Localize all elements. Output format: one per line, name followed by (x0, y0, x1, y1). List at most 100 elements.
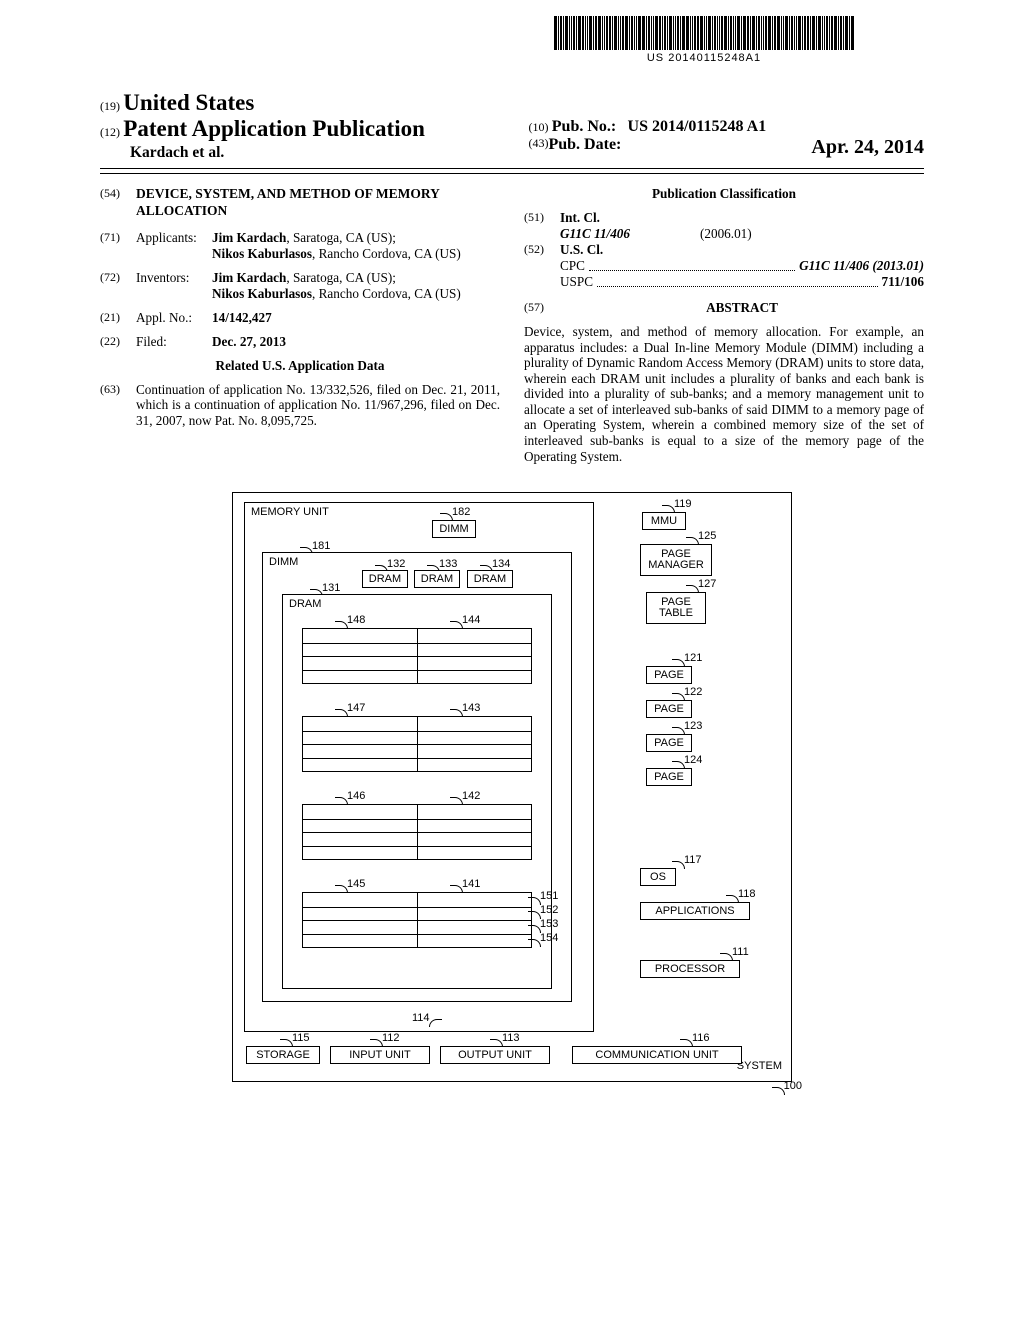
dimm-181-label: DIMM (269, 557, 298, 568)
output-unit-box: OUTPUT UNIT (440, 1046, 550, 1064)
bank-146-142 (302, 804, 532, 860)
ref-113: 113 (502, 1032, 520, 1044)
bank-148-144 (302, 628, 532, 684)
ref-116: 116 (692, 1032, 710, 1044)
ref-141: 141 (462, 878, 480, 890)
abstract-text: Device, system, and method of memory all… (524, 324, 924, 464)
code-10: (10) (528, 120, 548, 134)
pubno-label: Pub. No.: (552, 118, 616, 135)
pubdate: Apr. 24, 2014 (811, 136, 924, 159)
ref-125: 125 (698, 530, 716, 542)
comm-unit-box: COMMUNICATION UNIT (572, 1046, 742, 1064)
uscl-label: U.S. Cl. (560, 242, 924, 258)
code-72: (72) (100, 270, 136, 302)
applications-box: APPLICATIONS (640, 902, 750, 920)
ref-152: 152 (540, 904, 558, 916)
ref-132: 132 (387, 558, 405, 570)
label-inventors: Inventors: (136, 270, 212, 302)
ref-127: 127 (698, 578, 716, 590)
code-22: (22) (100, 334, 136, 350)
code-51: (51) (524, 210, 560, 242)
code-52: (52) (524, 242, 560, 290)
bank-145-141 (302, 892, 532, 948)
biblio-right: Publication Classification (51) Int. Cl.… (524, 186, 924, 464)
page-123: PAGE (646, 734, 692, 752)
dram-134: DRAM (467, 570, 513, 588)
system-label: SYSTEM (737, 1060, 782, 1072)
dram-131-label: DRAM (289, 599, 321, 610)
processor-box: PROCESSOR (640, 960, 740, 978)
ref-119: 119 (674, 498, 692, 510)
ref-122: 122 (684, 686, 702, 698)
ref-133: 133 (439, 558, 457, 570)
code-21: (21) (100, 310, 136, 326)
mmu-box: MMU (642, 512, 686, 530)
pubno: US 2014/0115248 A1 (628, 118, 767, 135)
page-table-box: PAGE TABLE (646, 592, 706, 624)
ref-115: 115 (292, 1032, 310, 1044)
country: United States (123, 90, 254, 115)
ref-111: 111 (732, 946, 749, 958)
patent-page: US 20140115248A1 (19) United States (12)… (0, 0, 1024, 1320)
dimm-182: DIMM (432, 520, 476, 538)
dotfill-1 (589, 262, 795, 271)
memory-unit-label: MEMORY UNIT (251, 507, 329, 518)
ref-114: 114 (412, 1012, 430, 1024)
ref-182: 182 (452, 506, 470, 518)
bank-147-143 (302, 716, 532, 772)
pubdate-label: Pub. Date: (548, 136, 621, 159)
cpc-l: CPC (560, 258, 585, 274)
page-121: PAGE (646, 666, 692, 684)
dram-132: DRAM (362, 570, 408, 588)
rule-top (100, 168, 924, 169)
applicants: Jim Kardach, Saratoga, CA (US); Nikos Ka… (212, 230, 500, 262)
code-54: (54) (100, 186, 136, 220)
rule-bot (100, 173, 924, 174)
page-manager-box: PAGE MANAGER (640, 544, 712, 576)
dotfill-2 (597, 278, 878, 287)
related-data: Continuation of application No. 13/332,5… (136, 382, 500, 429)
figure-1: SYSTEM 100 MEMORY UNIT 114 182 DIMM 181 … (232, 492, 792, 1112)
code-57: (57) (524, 300, 560, 316)
ref-124: 124 (684, 754, 702, 766)
page-124: PAGE (646, 768, 692, 786)
code-12: (12) (100, 125, 120, 139)
ref-153: 153 (540, 918, 558, 930)
ref-142: 142 (462, 790, 480, 802)
pubclass-header: Publication Classification (524, 186, 924, 202)
ref-131: 131 (322, 582, 340, 594)
ref-143: 143 (462, 702, 480, 714)
ref-100: 100 (784, 1080, 802, 1092)
storage-box: STORAGE (246, 1046, 320, 1064)
barcode-number: US 20140115248A1 (554, 52, 854, 64)
ref-145: 145 (347, 878, 365, 890)
pub-line: Patent Application Publication (123, 116, 425, 141)
ref-147: 147 (347, 702, 365, 714)
related-header: Related U.S. Application Data (100, 358, 500, 374)
code-71: (71) (100, 230, 136, 262)
ref-117: 117 (684, 854, 702, 866)
intcl-label: Int. Cl. (560, 210, 924, 226)
biblio-left: (54) DEVICE, SYSTEM, AND METHOD OF MEMOR… (100, 186, 500, 464)
intcl-year: (2006.01) (700, 226, 752, 242)
ref-134: 134 (492, 558, 510, 570)
label-applno: Appl. No.: (136, 310, 212, 326)
label-applicants: Applicants: (136, 230, 212, 262)
authors: Kardach et al. (100, 144, 496, 162)
code-19: (19) (100, 99, 120, 113)
ref-154: 154 (540, 932, 558, 944)
code-43: (43) (528, 136, 548, 159)
ref-148: 148 (347, 614, 365, 626)
ref-121: 121 (684, 652, 702, 664)
barcode: US 20140115248A1 (554, 16, 854, 64)
biblio: (54) DEVICE, SYSTEM, AND METHOD OF MEMOR… (100, 186, 924, 464)
cpc-r: G11C 11/406 (2013.01) (799, 258, 924, 274)
intcl-code: G11C 11/406 (560, 226, 700, 242)
barcode-bars (554, 16, 854, 50)
header: (19) United States (12) Patent Applicati… (100, 90, 924, 162)
ref-144: 144 (462, 614, 480, 626)
invention-title: DEVICE, SYSTEM, AND METHOD OF MEMORY ALL… (136, 186, 500, 220)
inventors: Jim Kardach, Saratoga, CA (US); Nikos Ka… (212, 270, 500, 302)
ref-151: 151 (540, 890, 558, 902)
ref-181: 181 (312, 540, 330, 552)
